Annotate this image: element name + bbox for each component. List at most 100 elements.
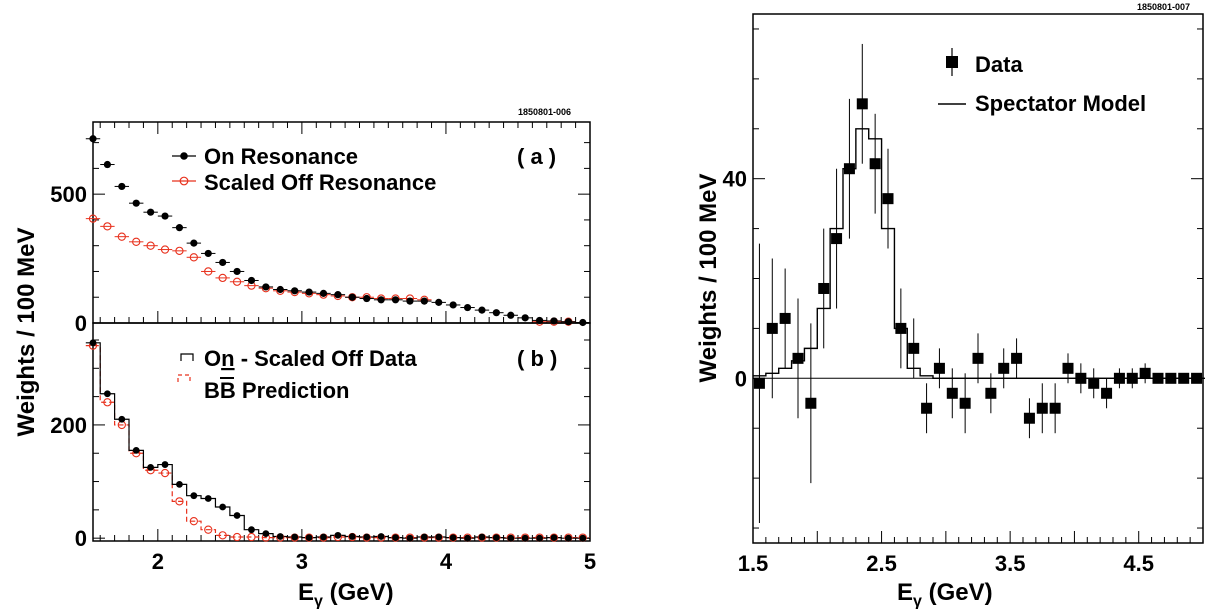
on-minus-off-point (478, 533, 486, 541)
on-minus-off-point (161, 461, 169, 468)
on-minus-off-point (550, 534, 558, 542)
data-point (1191, 372, 1203, 384)
on-minus-off-point (521, 534, 529, 542)
data-point (753, 377, 765, 389)
bb-prediction-point (391, 533, 400, 542)
x-axis-label-right: Eγ (GeV) (897, 579, 993, 609)
off-resonance-point (175, 246, 184, 255)
data-point (882, 193, 894, 205)
on-resonance-point (463, 303, 472, 312)
off-resonance-point (88, 214, 98, 223)
data-point (1139, 367, 1151, 379)
on-minus-off-point (406, 534, 414, 542)
panel-b-marks (85, 339, 590, 542)
on-resonance-point (118, 182, 126, 191)
on-minus-off-point (219, 503, 227, 511)
x-tick-label: 3 (296, 549, 308, 574)
data-point (1075, 372, 1087, 384)
on-minus-off-point (579, 534, 587, 542)
data-point (1062, 362, 1074, 374)
on-resonance-point (262, 283, 270, 291)
figure-tag-right: 1850801-007 (1137, 2, 1190, 12)
bb-prediction-point (160, 468, 170, 478)
off-resonance-point (189, 253, 198, 262)
x-tick-label: 4.5 (1123, 551, 1154, 576)
legend-on-resonance-marker (180, 152, 188, 160)
panel-a-ticks: 0 500 (50, 122, 591, 336)
off-resonance-point (204, 267, 213, 276)
bb-prediction-point (232, 532, 242, 542)
x-tick-label: 5 (584, 549, 596, 574)
data-point (1178, 372, 1190, 384)
x-tick-label: 2 (152, 549, 164, 574)
on-minus-off-point (176, 480, 183, 488)
on-resonance-point (305, 288, 313, 296)
on-resonance-point (103, 160, 112, 169)
on-resonance-point (521, 314, 529, 322)
on-resonance-point (507, 311, 515, 319)
legend-on-minus-off-part-2: n (221, 346, 234, 371)
bb-prediction-point (103, 398, 112, 407)
y-tick-label: 0 (735, 366, 747, 391)
data-point (1113, 372, 1125, 384)
on-resonance-point (334, 291, 342, 299)
bb-prediction-step (85, 345, 590, 539)
on-minus-off-point (233, 512, 241, 519)
data-point (1165, 372, 1177, 384)
on-resonance-point (89, 135, 97, 143)
off-resonance-point (232, 277, 242, 286)
on-resonance-point (391, 296, 400, 304)
on-minus-off-point (492, 534, 500, 542)
on-minus-off-point (464, 534, 471, 542)
on-resonance-point (377, 296, 385, 304)
on-resonance-point (363, 294, 371, 303)
y-tick-label: 0 (75, 526, 87, 551)
panel-a-label: ( a ) (517, 144, 556, 169)
legend-bb-prediction-step (177, 374, 191, 382)
y-axis-label-left: Weights / 100 MeV (13, 228, 40, 437)
panel-b-legend: On - Scaled Off Data BB Prediction ( b ) (177, 346, 557, 403)
on-resonance-point (435, 298, 443, 306)
off-resonance-point (218, 273, 227, 283)
on-minus-off-point (392, 534, 399, 542)
data-point (1023, 412, 1035, 424)
on-resonance-point (204, 249, 212, 258)
x-tick-label: 3.5 (995, 551, 1026, 576)
legend-data-label: Data (975, 52, 1023, 77)
on-minus-off-point (507, 534, 515, 542)
data-point (1011, 352, 1023, 364)
on-minus-off-point (420, 533, 428, 541)
panel-b-ticks: 0 200 2 3 4 5 (50, 339, 596, 574)
on-resonance-point (449, 301, 457, 309)
data-point (831, 233, 843, 245)
on-minus-off-point (262, 530, 270, 538)
legend-on-minus-off-step (180, 353, 194, 361)
data-point (1101, 387, 1113, 399)
off-resonance-point (103, 222, 112, 231)
figure-tag-left: 1850801-006 (518, 107, 571, 117)
x-axis-label-left-sub: γ (314, 593, 323, 609)
on-resonance-point (161, 212, 169, 220)
x-axis-label-left-unit: (GeV) (323, 579, 394, 606)
x-tick-label: 4 (440, 549, 453, 574)
on-minus-off-point (276, 533, 284, 540)
panel-c-legend: Data Spectator Model (938, 48, 1146, 116)
on-resonance-point (132, 199, 140, 207)
legend-scaled-off-label: Scaled Off Resonance (204, 170, 436, 195)
panel-c-marks (753, 43, 1205, 524)
off-resonance-point (117, 232, 126, 241)
data-point (856, 98, 868, 110)
panel-b-frame (92, 322, 591, 542)
data-point (1152, 372, 1164, 384)
x-axis-label-left: Eγ (GeV) (298, 579, 394, 609)
on-minus-off-point (320, 533, 327, 541)
data-point (818, 282, 830, 294)
on-minus-off-point (363, 533, 371, 541)
bb-prediction-point (218, 531, 227, 540)
panel-a-legend: On Resonance Scaled Off Resonance ( a ) (172, 144, 556, 195)
legend-on-minus-off-part-3: - Scaled Off Data (235, 346, 418, 371)
on-resonance-point (291, 287, 299, 295)
on-minus-off-point (449, 534, 457, 542)
on-resonance-point (535, 316, 544, 325)
